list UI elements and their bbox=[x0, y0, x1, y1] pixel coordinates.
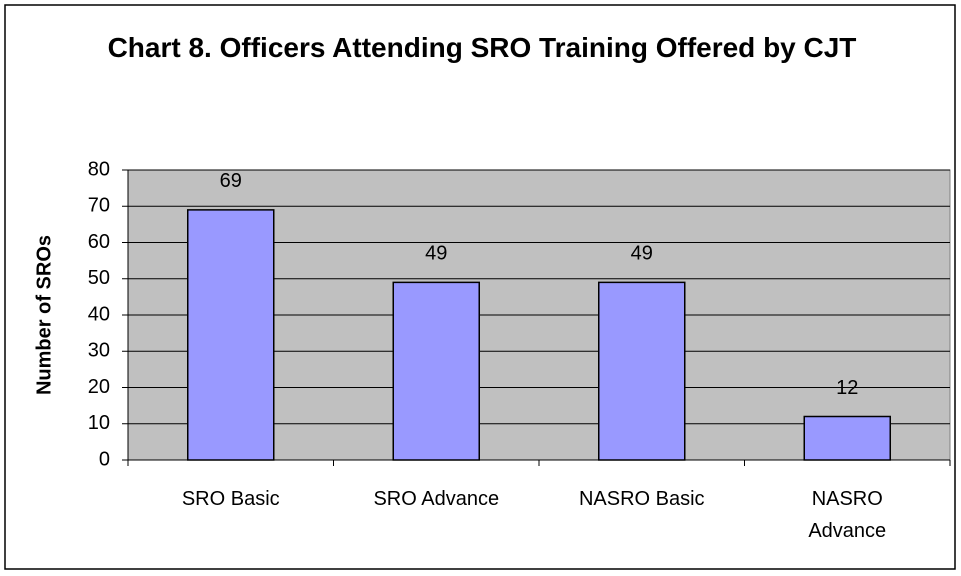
y-tick-label: 70 bbox=[88, 195, 110, 217]
data-label: 49 bbox=[425, 243, 447, 265]
x-tick-label: SRO Advance bbox=[373, 488, 499, 510]
bar bbox=[187, 209, 275, 461]
y-tick-label: 60 bbox=[88, 231, 110, 253]
y-tick-label: 40 bbox=[88, 303, 110, 325]
y-tick-label: 80 bbox=[88, 158, 110, 180]
y-tick-label: 50 bbox=[88, 267, 110, 289]
y-tick-label: 0 bbox=[99, 448, 110, 470]
y-tick-label: 20 bbox=[88, 376, 110, 398]
bar bbox=[803, 415, 891, 461]
x-tick-label: NASRO Advance bbox=[808, 488, 886, 542]
y-tick-label: 30 bbox=[88, 340, 110, 362]
data-label: 69 bbox=[220, 170, 242, 192]
x-tick-label: NASRO Basic bbox=[579, 488, 705, 510]
bar bbox=[598, 281, 686, 461]
y-axis-title: Number of SROs bbox=[33, 235, 55, 395]
x-tick-label: SRO Basic bbox=[182, 488, 280, 510]
y-tick-label: 10 bbox=[88, 412, 110, 434]
data-label: 12 bbox=[836, 377, 858, 399]
data-label: 49 bbox=[631, 243, 653, 265]
bar bbox=[392, 281, 480, 461]
chart-title: Chart 8. Officers Attending SRO Training… bbox=[108, 32, 857, 63]
